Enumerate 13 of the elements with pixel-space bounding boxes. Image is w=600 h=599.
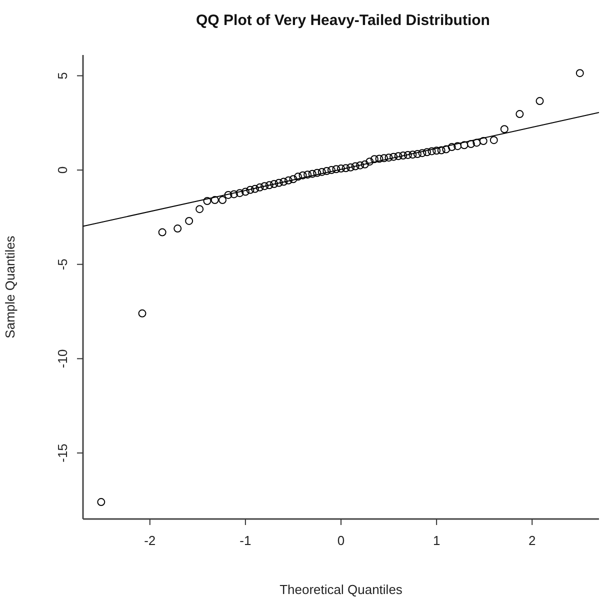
y-axis-title: Sample Quantiles	[2, 235, 18, 338]
chart-title: QQ Plot of Very Heavy-Tailed Distribution	[195, 12, 491, 29]
x-tick-label: 2	[528, 533, 536, 548]
x-tick-label: -1	[240, 533, 252, 548]
y-tick-label: 0	[55, 166, 70, 174]
x-tick-label: 1	[432, 533, 440, 548]
y-tick-label: -10	[55, 349, 70, 368]
y-tick-label: -5	[55, 258, 70, 270]
y-tick-label: -15	[55, 444, 70, 462]
y-tick-label: 5	[55, 72, 70, 80]
x-tick-label: -2	[144, 533, 156, 548]
x-tick-label: 0	[337, 533, 345, 548]
x-axis-title: Theoretical Quantiles	[280, 582, 403, 597]
